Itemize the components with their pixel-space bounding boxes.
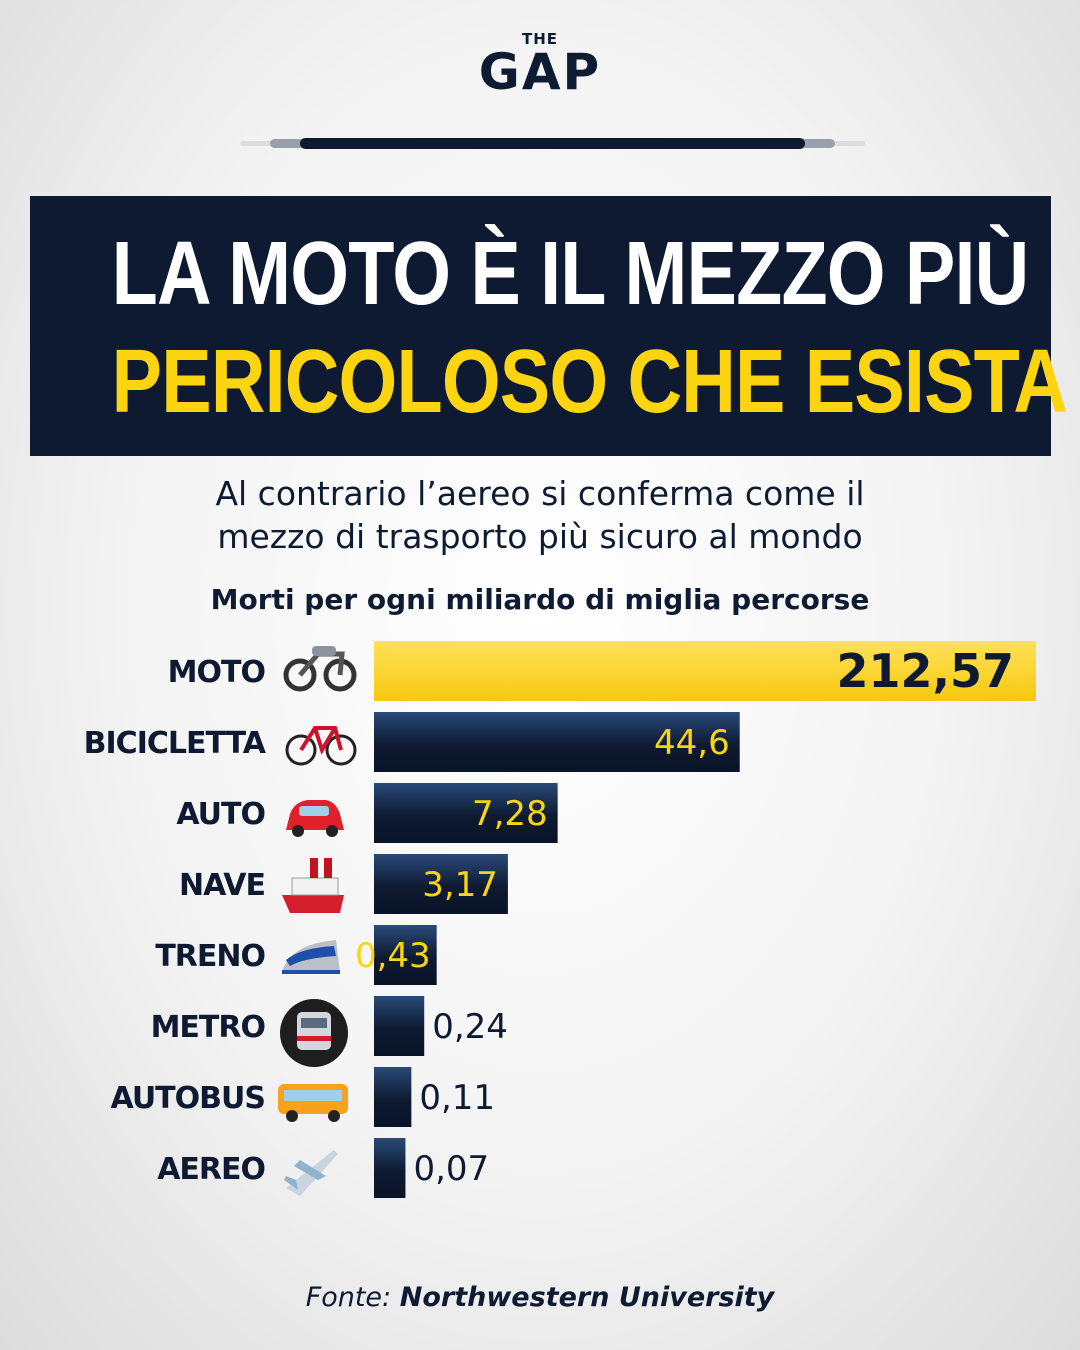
motorcycle-icon	[283, 646, 357, 692]
value-label-treno: 0,43	[355, 936, 431, 976]
category-label-metro: METRO	[151, 1010, 265, 1045]
logo-main-text: GAP	[478, 43, 602, 101]
subtitle-line-2: mezzo di trasporto più sicuro al mondo	[217, 517, 863, 556]
bar-moto	[374, 641, 1036, 701]
headline-banner: LA MOTO È IL MEZZO PIÙ PERICOLOSO CHE ES…	[30, 196, 1068, 456]
category-label-moto: MOTO	[168, 655, 265, 690]
value-label-bicicletta: 44,6	[654, 723, 730, 763]
value-label-auto: 7,28	[472, 794, 548, 834]
category-label-nave: NAVE	[179, 868, 265, 903]
ship-icon	[282, 858, 344, 913]
bar-nave	[374, 854, 508, 914]
source-credit: Fonte: Northwestern University	[0, 1282, 1080, 1313]
source-name: Northwestern University	[399, 1282, 775, 1313]
chart-title: Morti per ogni miliardo di miglia percor…	[210, 583, 870, 616]
bar-bicicletta	[374, 712, 740, 772]
bar-treno	[374, 925, 437, 985]
metro-icon	[280, 999, 348, 1067]
value-label-metro: 0,24	[432, 1007, 508, 1047]
bicycle-icon	[285, 726, 357, 766]
bar-metro	[374, 996, 425, 1056]
category-label-aereo: AEREO	[157, 1152, 265, 1187]
subtitle: Al contrario l’aereo si conferma come il…	[60, 472, 1020, 558]
value-label-autobus: 0,11	[419, 1078, 495, 1118]
logo-small-text: THE	[521, 30, 559, 48]
value-label-nave: 3,17	[422, 865, 498, 905]
train-icon	[282, 940, 340, 974]
value-label-moto: 212,57	[836, 644, 1014, 698]
headline-line-1: LA MOTO È IL MEZZO PIÙ	[111, 224, 1030, 324]
bar-aereo	[374, 1138, 406, 1198]
decorative-divider	[240, 138, 865, 149]
headline-line-2: PERICOLOSO CHE ESISTA	[111, 332, 1068, 432]
category-label-autobus: AUTOBUS	[111, 1081, 265, 1116]
subtitle-line-1: Al contrario l’aereo si conferma come il	[215, 474, 865, 513]
car-icon	[286, 800, 344, 837]
bus-icon	[278, 1084, 348, 1122]
category-label-bicicletta: BICICLETTA	[84, 726, 267, 761]
source-prefix: Fonte:	[305, 1282, 392, 1313]
value-label-aereo: 0,07	[413, 1149, 489, 1189]
bar-auto	[374, 783, 558, 843]
bar-autobus	[374, 1067, 412, 1127]
category-label-treno: TRENO	[155, 939, 265, 974]
airplane-icon	[284, 1150, 338, 1196]
category-label-auto: AUTO	[176, 797, 265, 832]
brand-logo: THE GAP	[440, 28, 640, 108]
